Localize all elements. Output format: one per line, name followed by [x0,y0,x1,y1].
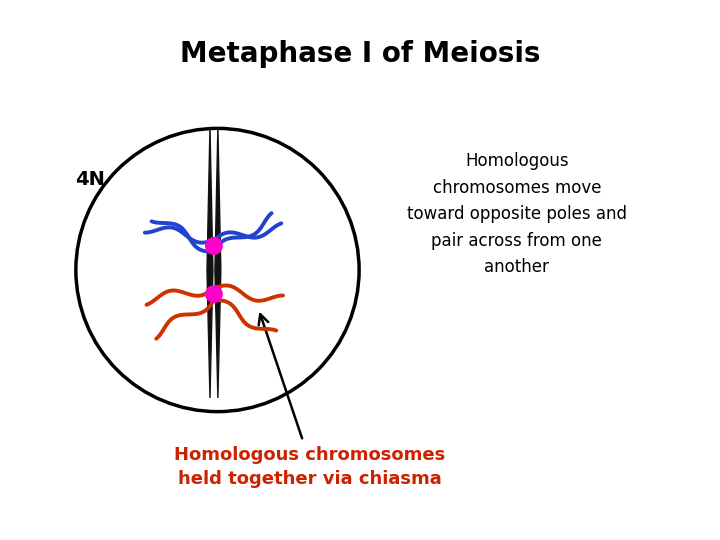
Text: Homologous chromosomes
held together via chiasma: Homologous chromosomes held together via… [174,447,446,488]
Text: Homologous
chromosomes move
toward opposite poles and
pair across from one
anoth: Homologous chromosomes move toward oppos… [407,152,627,276]
Circle shape [205,285,222,303]
Polygon shape [215,127,221,398]
Circle shape [205,237,222,255]
Text: Metaphase I of Meiosis: Metaphase I of Meiosis [180,40,540,68]
Text: 4N: 4N [75,170,105,188]
Polygon shape [207,127,213,398]
